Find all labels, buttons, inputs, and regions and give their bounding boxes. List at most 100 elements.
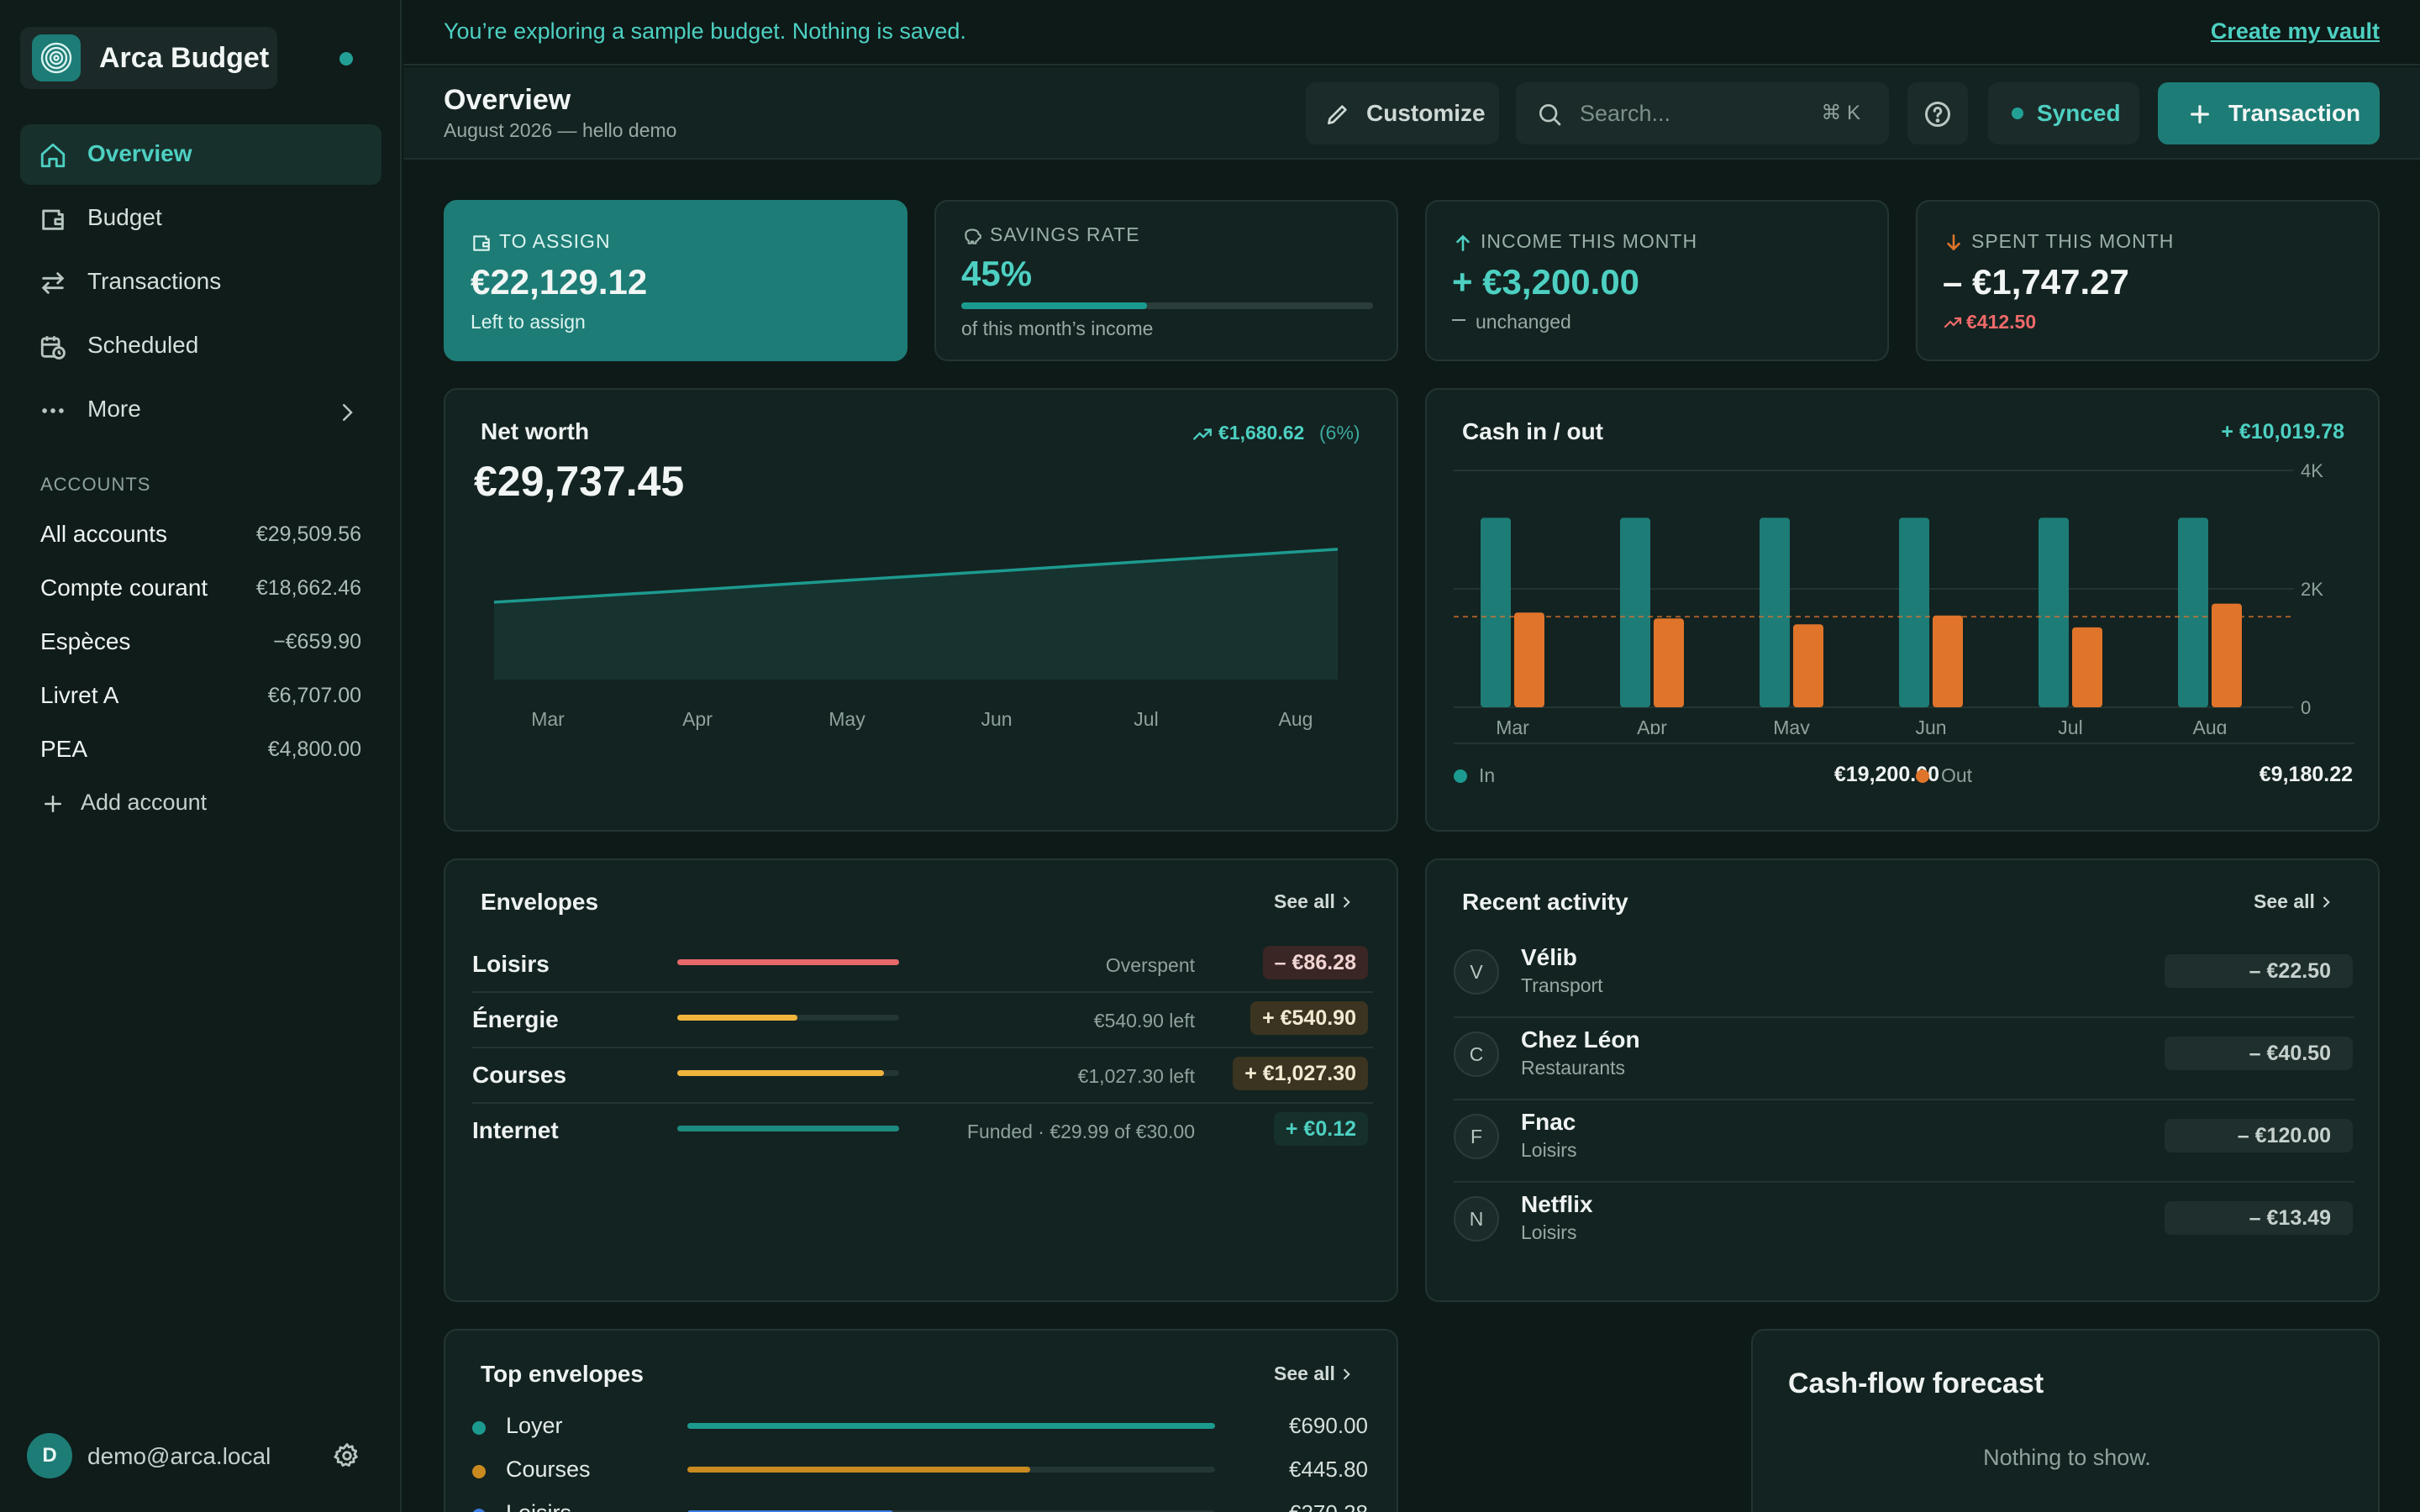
envelope-progress-fill [677, 1070, 884, 1076]
see-all-link[interactable]: See all [1274, 1362, 1335, 1384]
y-tick-label: 4K [2301, 460, 2323, 481]
x-tick-label: Mar [531, 708, 565, 730]
calendar-clock-icon [40, 336, 66, 360]
envelope-amount: €690.00 [1289, 1413, 1368, 1438]
envelope-name: Courses [506, 1457, 591, 1482]
trend-up-icon [1944, 317, 1962, 328]
nav-item-more[interactable]: More [20, 380, 381, 440]
nav-item-transactions[interactable]: Transactions [20, 252, 381, 312]
envelope-amount: €445.80 [1289, 1457, 1368, 1482]
stat-label: INCOME THIS MONTH [1481, 230, 1698, 252]
top-envelope-row[interactable]: Loyer €690.00 [445, 1408, 1397, 1448]
stat-sub: €412.50 [1966, 311, 2037, 333]
avatar: N [1454, 1196, 1499, 1242]
to-assign-card[interactable]: TO ASSIGN €22,129.12 Left to assign [444, 200, 908, 361]
bar-out [1793, 624, 1823, 707]
stat-label: SPENT THIS MONTH [1971, 230, 2175, 252]
divider [1454, 1016, 2354, 1018]
avatar: V [1454, 949, 1499, 995]
net-worth-value: €29,737.45 [474, 458, 685, 505]
page-subtitle: August 2026 — hello demo [444, 119, 677, 141]
bar-in [1899, 517, 1929, 707]
envelope-name: Loisirs [472, 951, 550, 977]
envelope-row[interactable]: Énergie €540.90 left + €540.90 [445, 995, 1397, 1048]
net-worth-card: Net worth €1,680.62 (6%) €29,737.45 Mar A… [444, 388, 1398, 832]
see-all-link[interactable]: See all [1274, 890, 1335, 912]
see-all-link[interactable]: See all [2254, 890, 2315, 912]
envelope-amount: €270.28 [1289, 1500, 1368, 1512]
card-title: Envelopes [481, 889, 599, 915]
top-envelope-row[interactable]: Loisirs €270.28 [445, 1495, 1397, 1512]
activity-amount: – €13.49 [2165, 1201, 2353, 1235]
create-vault-link[interactable]: Create my vault [2210, 18, 2380, 44]
account-row[interactable]: PEA €4,800.00 [40, 736, 361, 769]
account-balance: €18,662.46 [255, 576, 361, 600]
savings-rate-card: SAVINGS RATE 45% of this month’s income [934, 200, 1398, 361]
activity-category: Transport [1521, 974, 1603, 996]
net-worth-area [494, 549, 1338, 680]
nav-label: Scheduled [87, 332, 199, 358]
bar-in [2039, 517, 2069, 707]
account-row[interactable]: Compte courant €18,662.46 [40, 575, 361, 608]
activity-amount: – €120.00 [2165, 1119, 2353, 1152]
divider [472, 991, 1373, 993]
card-title: Net worth [481, 418, 590, 444]
net-worth-line [493, 548, 1339, 604]
account-row[interactable]: Espèces −€659.90 [40, 628, 361, 662]
app-name: Arca Budget [99, 42, 270, 74]
top-envelopes-card: Top envelopes See all Loyer €690.00 Course… [444, 1329, 1398, 1512]
bar-out [1514, 612, 1544, 707]
cash-net: + €10,019.78 [2221, 420, 2344, 444]
envelope-row[interactable]: Internet Funded · €29.99 of €30.00 + €0.12 [445, 1105, 1397, 1156]
envelope-color-dot [472, 1421, 486, 1435]
x-tick-label: Aug [1279, 708, 1313, 730]
nav-label: Overview [87, 140, 192, 166]
add-transaction-button[interactable]: Transaction [2158, 82, 2380, 144]
activity-row[interactable]: C Chez Léon Restaurants – €40.50 [1427, 1020, 2378, 1100]
cash-in-total: €19,200.00 [1833, 763, 1939, 786]
activity-row[interactable]: V Vélib Transport – €22.50 [1427, 937, 2378, 1018]
nav-item-scheduled[interactable]: Scheduled [20, 316, 381, 376]
cash-flow-forecast-card: Cash-flow forecast Nothing to show. [1751, 1329, 2380, 1512]
envelope-progress-fill [687, 1467, 1031, 1473]
sync-status-button[interactable]: Synced [1988, 82, 2139, 144]
help-button[interactable] [1907, 82, 1968, 144]
wallet-icon [473, 235, 490, 251]
customize-button[interactable]: Customize [1306, 82, 1499, 144]
nav-label: More [87, 396, 141, 422]
activity-row[interactable]: N Netflix Loisirs – €13.49 [1427, 1184, 2378, 1262]
wallet-icon [42, 209, 64, 230]
envelope-progress-track [687, 1467, 1215, 1473]
card-title: Top envelopes [481, 1361, 644, 1387]
account-row[interactable]: All accounts €29,509.56 [40, 521, 361, 554]
envelope-progress-track [677, 959, 899, 965]
stat-value: + €3,200.00 [1452, 262, 1640, 302]
search-icon [1539, 103, 1561, 126]
brand-switcher[interactable]: Arca Budget [20, 27, 277, 89]
legend-out-swatch [1916, 769, 1929, 783]
bar-out [2212, 603, 2242, 707]
recent-activity-card: Recent activity See all V Vélib Transport –… [1425, 858, 2380, 1302]
envelope-row[interactable]: Loisirs Overspent – €86.28 [445, 939, 1397, 993]
envelope-progress-fill [687, 1510, 893, 1512]
gear-icon[interactable] [333, 1441, 361, 1470]
top-envelope-row[interactable]: Courses €445.80 [445, 1452, 1397, 1492]
account-balance: €29,509.56 [255, 522, 361, 546]
envelope-progress-track [687, 1423, 1215, 1429]
avatar[interactable]: D [27, 1433, 72, 1478]
account-name: PEA [40, 736, 88, 762]
envelope-row[interactable]: Courses €1,027.30 left + €1,027.30 [445, 1050, 1397, 1104]
nav-item-budget[interactable]: Budget [20, 188, 381, 249]
nav-item-overview[interactable]: Overview [20, 124, 381, 185]
envelope-progress-fill [677, 1126, 899, 1131]
account-balance: €4,800.00 [267, 738, 361, 761]
y-tick-label: 0 [2301, 697, 2311, 718]
envelopes-card: Envelopes See all Loisirs Overspent – €86.… [444, 858, 1398, 1302]
activity-row[interactable]: F Fnac Loisirs – €120.00 [1427, 1102, 2378, 1183]
search-input[interactable]: Search... ⌘ K [1516, 82, 1889, 144]
account-row[interactable]: Livret A €6,707.00 [40, 682, 361, 716]
bar-in [2178, 517, 2208, 707]
account-name: Espèces [40, 628, 131, 654]
bar-in [1760, 517, 1790, 707]
envelope-color-dot [472, 1465, 486, 1478]
